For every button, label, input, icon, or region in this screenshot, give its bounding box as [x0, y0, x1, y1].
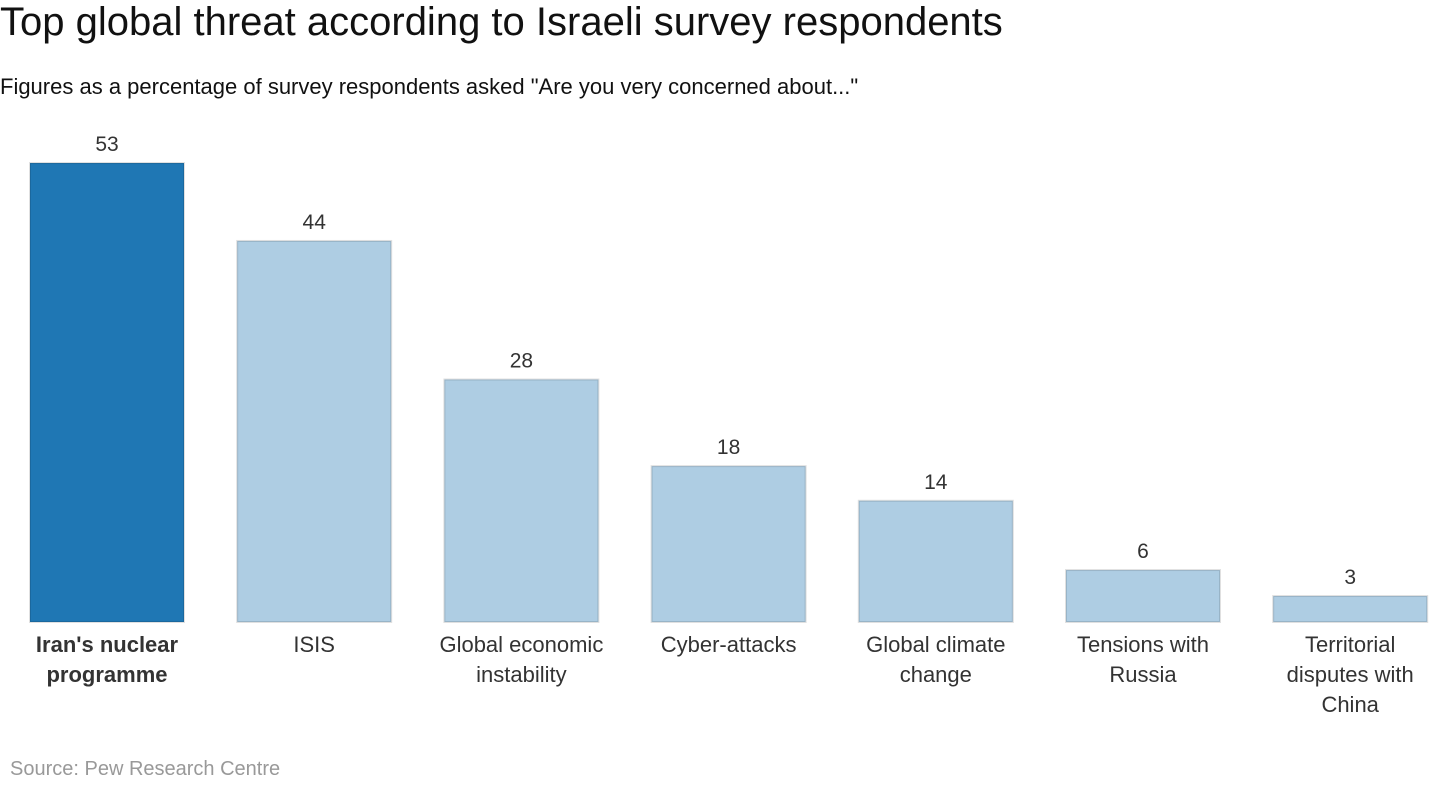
- chart-subtitle: Figures as a percentage of survey respon…: [0, 74, 859, 99]
- bar: [443, 378, 600, 623]
- data-label: 53: [95, 133, 118, 156]
- x-tick-label: Global climate change: [866, 632, 1006, 687]
- data-label: 6: [1137, 540, 1149, 563]
- bar: [29, 162, 185, 624]
- bar: [236, 239, 393, 624]
- source: Source: Pew Research Centre: [10, 758, 281, 780]
- x-tick-label: Tensions with Russia: [1076, 632, 1210, 687]
- data-label: 44: [303, 211, 327, 234]
- chart-title: Top global threat according to Israeli s…: [0, 0, 1003, 44]
- bar: [857, 499, 1014, 624]
- data-label: 18: [717, 436, 740, 459]
- x-tick-label: Territorial disputes with China: [1286, 632, 1414, 717]
- data-label: 3: [1344, 566, 1356, 589]
- bar: [1272, 595, 1429, 624]
- bar: [1065, 569, 1221, 623]
- data-label: 14: [924, 471, 948, 494]
- x-tick-label: Cyber-attacks: [660, 632, 797, 657]
- bar: [650, 465, 807, 623]
- x-tick-label: ISIS: [293, 632, 335, 657]
- x-tick-label: Global economic instability: [439, 632, 604, 687]
- data-label: 28: [510, 350, 533, 373]
- x-tick-label: Iran's nuclear programme: [35, 632, 179, 687]
